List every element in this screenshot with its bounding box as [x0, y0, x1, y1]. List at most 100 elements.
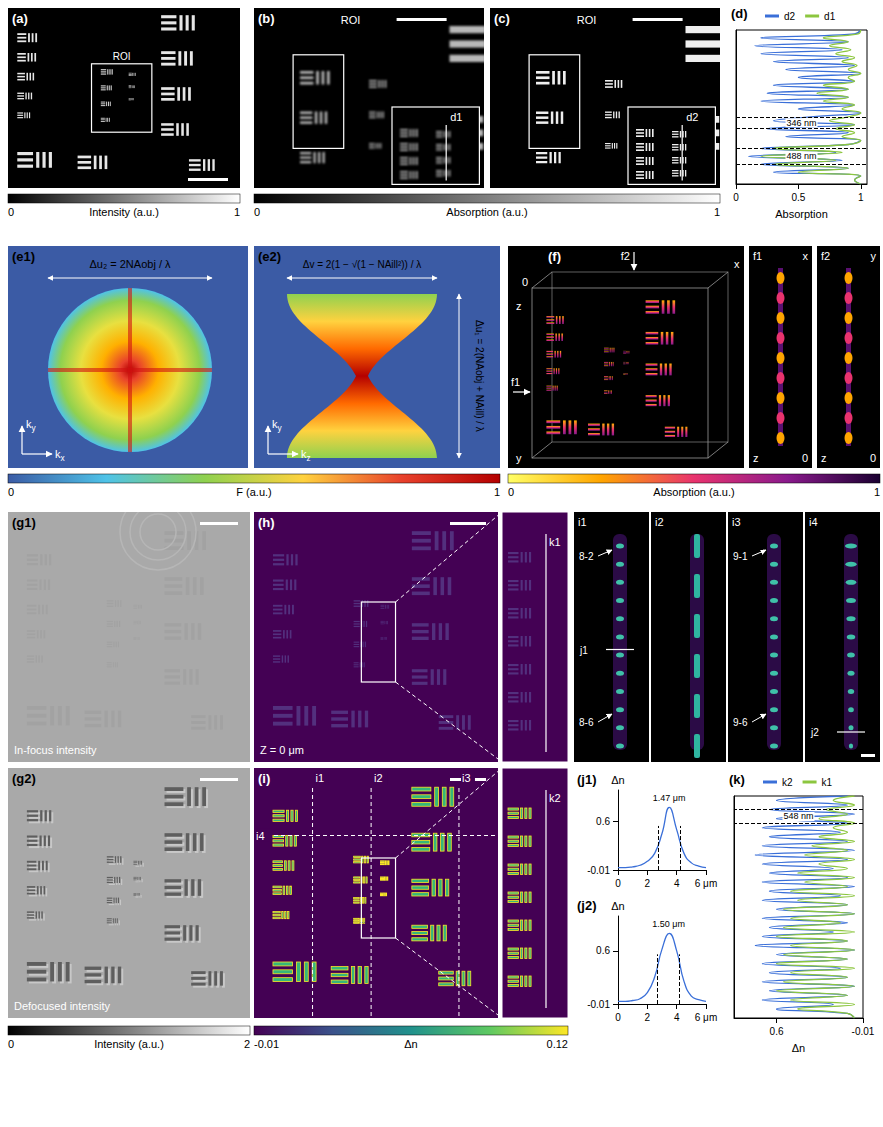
svg-text:0: 0	[802, 452, 808, 464]
svg-text:6 μm: 6 μm	[695, 1012, 717, 1023]
svg-text:-0.01: -0.01	[587, 999, 610, 1010]
svg-text:i2: i2	[655, 516, 664, 528]
svg-text:ky: ky	[272, 418, 283, 433]
svg-text:j1: j1	[579, 645, 588, 656]
svg-text:d2: d2	[686, 111, 698, 123]
svg-text:0: 0	[8, 206, 14, 218]
svg-text:1: 1	[714, 206, 720, 218]
svg-text:(f): (f)	[548, 249, 561, 264]
svg-text:(g1): (g1)	[12, 515, 36, 530]
svg-text:k1: k1	[549, 536, 561, 548]
svg-text:f2: f2	[821, 250, 830, 262]
svg-text:(d): (d)	[731, 6, 748, 21]
svg-text:Absorption (a.u.): Absorption (a.u.)	[446, 206, 527, 218]
svg-text:z: z	[821, 452, 827, 464]
svg-text:0.6: 0.6	[596, 816, 610, 827]
svg-text:1: 1	[494, 486, 500, 498]
svg-text:1: 1	[858, 192, 864, 203]
svg-text:346 nm: 346 nm	[786, 118, 816, 128]
svg-text:f2: f2	[621, 250, 630, 262]
svg-text:Δn: Δn	[611, 900, 624, 912]
svg-text:2: 2	[645, 878, 651, 889]
svg-text:i1: i1	[316, 772, 325, 784]
svg-text:Δn: Δn	[611, 774, 624, 786]
svg-text:Δv = 2(1 − √(1 − NAill²)) / λ: Δv = 2(1 − √(1 − NAill²)) / λ	[303, 259, 422, 270]
svg-text:f1: f1	[511, 376, 520, 388]
svg-text:8-6: 8-6	[579, 717, 594, 728]
svg-text:0: 0	[8, 486, 14, 498]
svg-text:ROI: ROI	[577, 14, 597, 26]
svg-text:(g2): (g2)	[12, 771, 36, 786]
svg-text:(e1): (e1)	[12, 249, 35, 264]
svg-text:Δu₁ = 2(NAobj + NAill) / λ: Δu₁ = 2(NAobj + NAill) / λ	[474, 320, 485, 432]
svg-text:0: 0	[615, 1012, 621, 1023]
svg-text:1: 1	[234, 206, 240, 218]
svg-text:Absorption: Absorption	[775, 208, 828, 220]
svg-text:(k): (k)	[729, 772, 745, 787]
svg-text:0: 0	[508, 486, 514, 498]
svg-text:0: 0	[8, 1038, 14, 1050]
svg-text:kx: kx	[55, 448, 66, 463]
svg-text:(j1): (j1)	[577, 772, 597, 787]
svg-text:(b): (b)	[258, 11, 275, 26]
svg-text:z: z	[753, 452, 759, 464]
svg-text:-0.01: -0.01	[254, 1038, 279, 1050]
svg-text:9-1: 9-1	[733, 551, 748, 562]
svg-text:548 nm: 548 nm	[783, 811, 813, 821]
svg-text:d2: d2	[784, 11, 796, 22]
svg-text:0: 0	[733, 192, 739, 203]
svg-text:Absorption (a.u.): Absorption (a.u.)	[653, 486, 734, 498]
svg-text:1.47 μm: 1.47 μm	[653, 793, 686, 803]
svg-text:0: 0	[615, 878, 621, 889]
svg-text:0: 0	[522, 276, 528, 288]
svg-text:6 μm: 6 μm	[695, 878, 717, 889]
svg-text:0.12: 0.12	[547, 1038, 568, 1050]
svg-text:i4: i4	[256, 830, 265, 842]
svg-text:4: 4	[674, 878, 680, 889]
svg-text:Intensity (a.u.): Intensity (a.u.)	[89, 206, 159, 218]
svg-text:Defocused intensity: Defocused intensity	[14, 1000, 110, 1012]
svg-text:z: z	[516, 300, 522, 312]
svg-text:k2: k2	[549, 792, 561, 804]
svg-text:0.6: 0.6	[596, 945, 610, 956]
svg-text:Δn: Δn	[792, 1042, 805, 1054]
svg-text:(e2): (e2)	[258, 249, 281, 264]
svg-text:j2: j2	[810, 727, 819, 738]
svg-text:i2: i2	[374, 772, 383, 784]
svg-text:k2: k2	[782, 777, 793, 788]
svg-text:ky: ky	[26, 418, 37, 433]
svg-text:kz: kz	[301, 448, 311, 463]
svg-text:ROI: ROI	[113, 51, 131, 62]
svg-text:Z = 0 μm: Z = 0 μm	[260, 744, 304, 756]
svg-text:-0.01: -0.01	[852, 1026, 875, 1037]
svg-text:0: 0	[254, 206, 260, 218]
svg-text:x: x	[803, 250, 809, 262]
svg-text:(c): (c)	[494, 11, 510, 26]
svg-text:(h): (h)	[258, 515, 275, 530]
svg-text:i4: i4	[809, 516, 818, 528]
svg-text:(a): (a)	[12, 11, 28, 26]
svg-text:i1: i1	[578, 516, 587, 528]
svg-text:1.50 μm: 1.50 μm	[652, 919, 685, 929]
svg-text:F (a.u.): F (a.u.)	[236, 486, 271, 498]
svg-text:(j2): (j2)	[577, 898, 597, 913]
svg-text:488 nm: 488 nm	[786, 151, 816, 161]
svg-text:1: 1	[874, 486, 880, 498]
svg-text:0.6: 0.6	[770, 1026, 784, 1037]
svg-text:d1: d1	[824, 11, 836, 22]
svg-text:Δn: Δn	[404, 1038, 417, 1050]
svg-text:8-2: 8-2	[579, 551, 594, 562]
svg-text:2: 2	[244, 1038, 250, 1050]
svg-text:(i): (i)	[258, 771, 270, 786]
svg-text:0.5: 0.5	[791, 192, 805, 203]
svg-text:ROI: ROI	[341, 14, 361, 26]
svg-text:i3: i3	[462, 772, 471, 784]
svg-text:y: y	[516, 452, 522, 464]
svg-text:i3: i3	[732, 516, 741, 528]
svg-text:In-focus intensity: In-focus intensity	[14, 744, 97, 756]
svg-text:2: 2	[645, 1012, 651, 1023]
svg-text:x: x	[734, 258, 740, 270]
svg-text:k1: k1	[822, 777, 833, 788]
svg-text:d1: d1	[450, 111, 462, 123]
svg-text:f1: f1	[753, 250, 762, 262]
